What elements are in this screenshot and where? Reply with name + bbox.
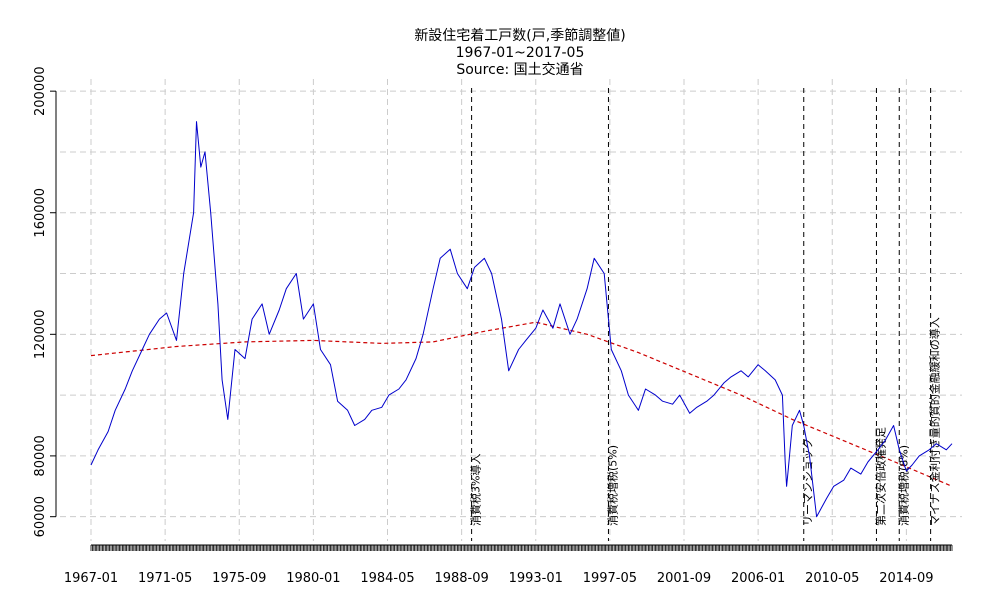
event-label: マイナス金利付き量的質的金融緩和の導入 xyxy=(928,317,942,526)
chart-title: 新設住宅着工戸数(戸,季節調整値) xyxy=(414,27,625,44)
monthly-series-layer xyxy=(90,121,953,518)
trend-line-layer xyxy=(90,321,953,487)
event-label: 第二次安倍政権発足 xyxy=(873,427,887,526)
trend-line xyxy=(90,321,953,487)
x-tick-label: 1993-01 xyxy=(509,571,563,586)
event-label: 消費税増税(8%) xyxy=(896,445,910,526)
x-tick-label: 2010-05 xyxy=(805,571,859,586)
event-label: 消費税増税(5%) xyxy=(605,445,619,526)
monthly-series-line xyxy=(90,121,953,518)
chart-subtitle: 1967-01~2017-05 xyxy=(456,45,585,61)
event-label: リーマンショック xyxy=(802,438,815,526)
x-tick-label: 1975-09 xyxy=(212,571,266,586)
chart-source: Source: 国土交通省 xyxy=(456,61,583,78)
y-tick-label: 200000 xyxy=(33,66,48,116)
x-tick-label: 1984-05 xyxy=(360,571,414,586)
x-tick-label: 2001-09 xyxy=(657,571,711,586)
axes: 60000 80000 120000 160000 200000 1967-01 1971-… xyxy=(33,66,953,586)
x-tick-label: 1967-01 xyxy=(64,571,118,586)
x-minor-ticks xyxy=(90,545,953,551)
x-tick-label: 1980-01 xyxy=(286,571,340,586)
y-tick-label: 80000 xyxy=(33,435,48,476)
y-tick-label: 60000 xyxy=(33,496,48,537)
y-tick-label: 120000 xyxy=(33,309,48,359)
events-layer: 消費税3%導入 消費税増税(5%) リーマンショック 第二次安倍政権発足 消費税増税(8… xyxy=(469,88,942,541)
x-tick-label: 1988-09 xyxy=(434,571,488,586)
event-label: 消費税3%導入 xyxy=(469,454,483,526)
x-tick-label: 2014-09 xyxy=(879,571,933,586)
y-tick-label: 160000 xyxy=(33,188,48,238)
plot-frame xyxy=(56,79,964,541)
x-tick-label: 1971-05 xyxy=(138,571,192,586)
x-tick-label: 1997-05 xyxy=(583,571,637,586)
x-tick-label: 2006-01 xyxy=(731,571,785,586)
